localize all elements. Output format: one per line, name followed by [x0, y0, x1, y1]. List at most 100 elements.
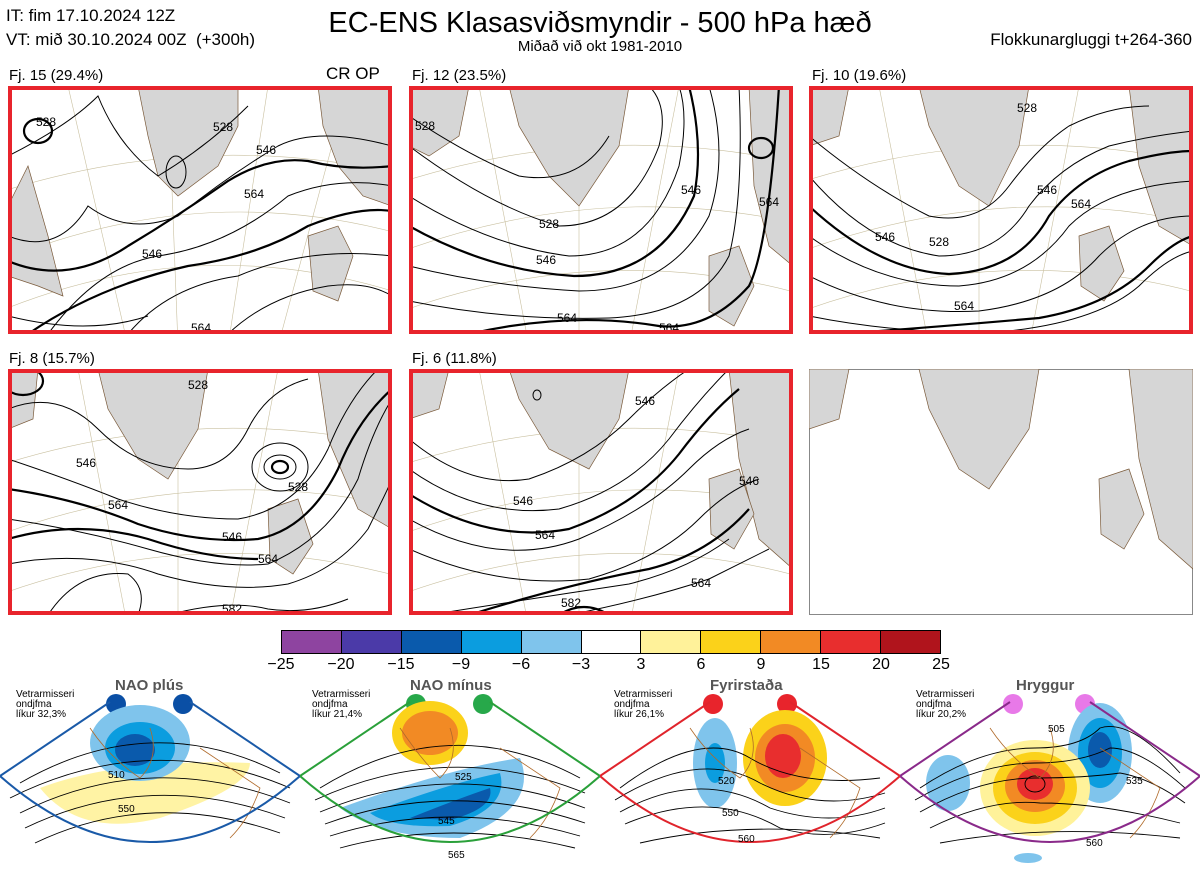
- regime-dot: [1003, 694, 1023, 714]
- contour-label: 546: [513, 494, 533, 508]
- regime-map-nao-plus: 510 550: [0, 694, 300, 844]
- contour-label: 560: [738, 834, 755, 845]
- colorbar-segment: [701, 631, 762, 653]
- regime-note: Vetrarmisseri ondjfma líkur 20,2%: [916, 690, 974, 720]
- regime-season: Vetrarmisseri: [916, 689, 975, 700]
- page-title: EC-ENS Klasasviðsmyndir - 500 hPa hæð: [328, 7, 872, 39]
- panel-label-5: Fj. 6 (11.8%): [412, 350, 497, 367]
- contour-label: 535: [1126, 776, 1143, 787]
- regime-season: Vetrarmisseri: [614, 689, 673, 700]
- contour-label: 546: [635, 394, 655, 408]
- regime-note: Vetrarmisseri ondjfma líkur 21,4%: [312, 690, 370, 720]
- contour-label: 564: [244, 187, 264, 201]
- regime-map-ridge: 505 535 560: [900, 694, 1200, 863]
- regime-map-blocking: 520 550 560: [600, 694, 900, 845]
- contour-label: 564: [535, 528, 555, 542]
- colorbar-segment: [461, 631, 522, 653]
- regime-title-nao-plus: NAO plús: [115, 677, 184, 694]
- contour-label: 582: [561, 596, 581, 610]
- panel-label-2: Fj. 12 (23.5%): [412, 67, 507, 84]
- contour-label: 564: [691, 576, 711, 590]
- regime-dot: [777, 694, 797, 714]
- contour-label: 564: [258, 552, 278, 566]
- regime-type: ondjfma: [312, 699, 348, 710]
- contour-label: 564: [557, 311, 577, 325]
- colorbar-tick-label: 3: [636, 656, 646, 673]
- regime-probability: líkur 32,3%: [16, 709, 67, 720]
- contour-label: 546: [536, 253, 556, 267]
- panel-label-1: Fj. 15 (29.4%): [9, 67, 104, 84]
- control-operational-tag: CR OP: [326, 64, 380, 83]
- contour-label: 546: [875, 230, 895, 244]
- contour-label: 545: [438, 816, 455, 827]
- regime-season: Vetrarmisseri: [16, 689, 75, 700]
- cluster-window: Flokkunargluggi t+264-360: [990, 30, 1192, 49]
- colorbar-tick-label: 15: [812, 656, 830, 673]
- contour-label: 528: [288, 480, 308, 494]
- selection-frame: [8, 369, 392, 615]
- colorbar-segment: [581, 631, 642, 653]
- cluster-map-5: 546 564 546 564 582 546: [409, 369, 793, 615]
- contour-label: 505: [1048, 724, 1065, 735]
- colorbar-segment: [881, 631, 940, 653]
- colorbar-segment: [821, 631, 882, 653]
- header-run-info: IT: fim 17.10.2024 12Z VT: mið 30.10.2024…: [6, 4, 255, 52]
- colorbar-tick-label: 25: [932, 656, 950, 673]
- regime-title-nao-minus: NAO mínus: [410, 677, 492, 694]
- regime-dot: [473, 694, 493, 714]
- contour-label: 546: [739, 474, 759, 488]
- colorbar-tick-label: 6: [696, 656, 706, 673]
- cluster-map-2: 528 546 564 546 528 564 564: [409, 86, 793, 334]
- colorbar-tick-label: −25: [267, 656, 295, 673]
- selection-frame: [809, 86, 1193, 334]
- regime-type: ondjfma: [916, 699, 952, 710]
- contour-label: 528: [929, 235, 949, 249]
- contour-label: 560: [1086, 838, 1103, 849]
- regime-type: ondjfma: [16, 699, 52, 710]
- colorbar-segment: [521, 631, 582, 653]
- regime-probability: líkur 26,1%: [614, 709, 665, 720]
- contour-label: 546: [142, 247, 162, 261]
- contour-label: 528: [36, 115, 56, 129]
- contour-label: 565: [448, 850, 465, 861]
- regime-probability: líkur 20,2%: [916, 709, 967, 720]
- contour-label: 564: [1071, 197, 1091, 211]
- contour-label: 546: [222, 530, 242, 544]
- regime-title-ridge: Hryggur: [1016, 677, 1075, 694]
- colorbar-tick-label: 9: [756, 656, 766, 673]
- regime-type: ondjfma: [614, 699, 650, 710]
- landmass: [8, 86, 392, 302]
- init-time: IT: fim 17.10.2024 12Z: [6, 6, 176, 25]
- graticule: [8, 86, 392, 334]
- contour-label: 546: [1037, 183, 1057, 197]
- contour-label: 528: [1017, 101, 1037, 115]
- regime-probability: líkur 21,4%: [312, 709, 363, 720]
- colorbar-tick-label: −9: [451, 656, 471, 673]
- colorbar-tick-label: 20: [872, 656, 890, 673]
- page-subtitle: Miðað við okt 1981-2010: [517, 38, 683, 55]
- contour-label: 564: [108, 498, 128, 512]
- regime-map-nao-minus: 525 545 565: [300, 694, 600, 861]
- selection-frame: [409, 369, 793, 615]
- colorbar-segment: [282, 631, 342, 653]
- colorbar-tick-label: −15: [387, 656, 415, 673]
- contour-label: 550: [118, 804, 135, 815]
- contour-label: 550: [722, 808, 739, 819]
- colorbar-segment: [641, 631, 702, 653]
- colorbar-segment: [401, 631, 462, 653]
- cluster-map-4: 546 564 528 546 564 582 528: [8, 369, 392, 615]
- selection-frame: [8, 86, 392, 334]
- contour-label: 546: [76, 456, 96, 470]
- cluster-map-3: 528 546 564 546 564 528: [809, 86, 1193, 334]
- cluster-map-6-empty: [809, 369, 1193, 615]
- contour-label: 546: [256, 143, 276, 157]
- landmass: [809, 369, 1193, 570]
- panel-label-4: Fj. 8 (15.7%): [9, 350, 95, 367]
- regime-dot: [703, 694, 723, 714]
- colorbar-tick-label: −20: [327, 656, 355, 673]
- regime-season: Vetrarmisseri: [312, 689, 371, 700]
- contour-label: 528: [213, 120, 233, 134]
- colorbar-tick-label: −3: [571, 656, 591, 673]
- contour-label: 520: [718, 776, 735, 787]
- valid-time: VT: mið 30.10.2024 00Z (+300h): [6, 30, 256, 49]
